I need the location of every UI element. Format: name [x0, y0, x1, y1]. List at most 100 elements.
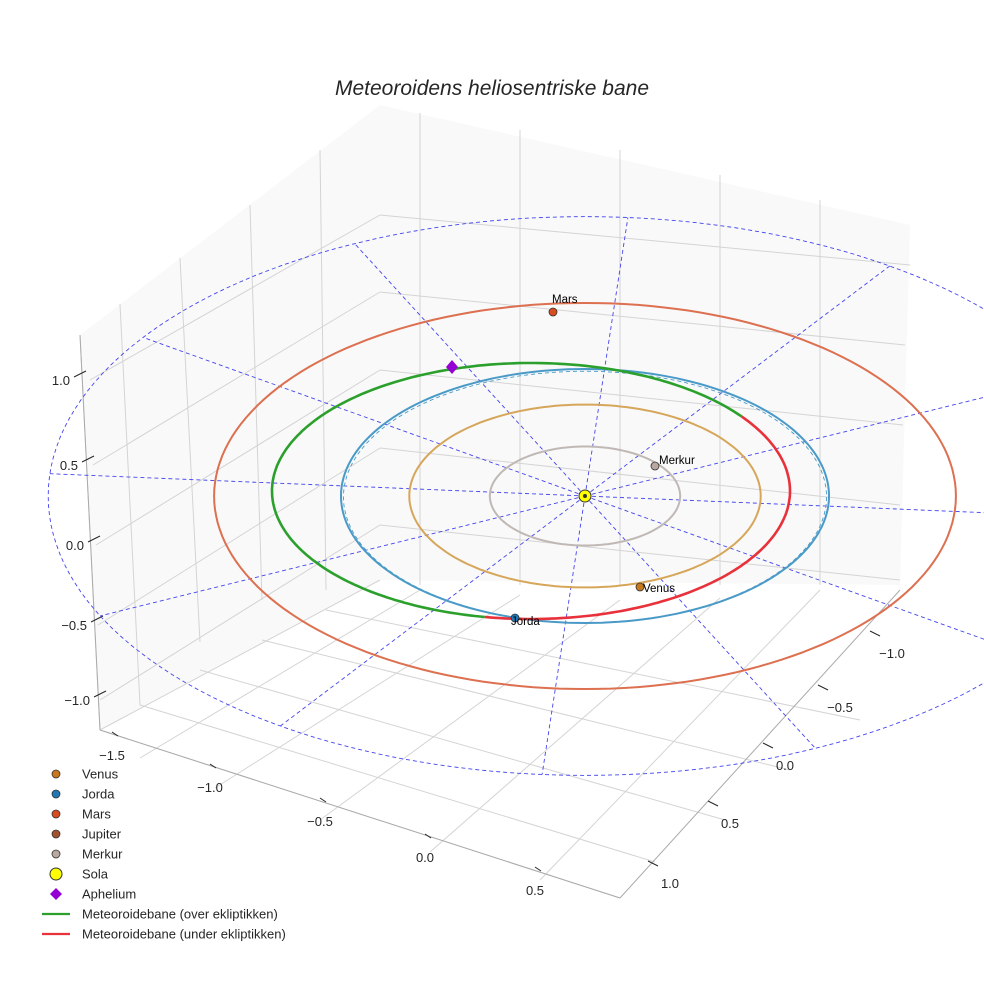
floor-gridline: [325, 609, 861, 721]
aphelion-marker: [446, 360, 458, 374]
back-wall-gridline: [379, 447, 901, 506]
legend-label: Sola: [82, 867, 109, 882]
orbit-mars: [213, 301, 957, 691]
legend-label: Jupiter: [82, 827, 122, 842]
y-tick-mark: [762, 742, 774, 749]
axes-gridlines: [79, 113, 911, 899]
y-tick-mark: [707, 800, 719, 807]
mars-marker: [548, 307, 558, 317]
z-tick-mark: [81, 455, 95, 463]
floor-gridline: [139, 589, 421, 759]
y-tick-label: 0.0: [776, 758, 794, 773]
orbit-venus: [408, 403, 762, 589]
earth-reference-ring: [342, 370, 828, 624]
floor-gridline: [214, 594, 521, 789]
reference-spoke: [584, 265, 890, 497]
y-tick-label: 0.5: [721, 816, 739, 831]
merkur-label: Merkur: [659, 455, 695, 467]
orbit-merkur: [488, 445, 682, 547]
orbit-jorda: [339, 367, 830, 625]
x-tick-mark: [319, 797, 327, 803]
x-tick-mark: [111, 731, 119, 737]
back-wall-gridline: [379, 369, 904, 426]
y-tick-mark: [647, 860, 659, 867]
left-wall-gridline: [97, 447, 381, 626]
mars-label: Mars: [552, 294, 578, 306]
axes-ticks: 1.0 0.5 0.0 −0.5 −1.0 −1.5 −1.0 −0.5 0.0 0.5 −1.0 −…: [52, 370, 905, 898]
left-wall-gridline: [179, 257, 201, 643]
legend-label: Mars: [82, 807, 111, 822]
legend-label: Meteoroidebane (over ekliptikken): [82, 907, 278, 922]
floor-gridline: [429, 597, 721, 853]
back-wall-gridline: [379, 214, 911, 266]
reference-spoke: [49, 473, 586, 497]
meteoroid-orbit-above: [270, 361, 743, 619]
meteoroid-orbit-below: [484, 415, 792, 621]
jorda-marker: [510, 613, 520, 623]
z-tick-label: 0.0: [66, 538, 84, 553]
x-axis-line: [99, 729, 621, 899]
y-tick-label: −1.0: [879, 646, 905, 661]
venus-label: Venus: [643, 583, 675, 595]
left-wall-gridline: [92, 291, 381, 466]
reference-spoke: [584, 495, 984, 514]
reference-spoke: [584, 217, 629, 497]
z-tick-label: 1.0: [52, 373, 70, 388]
legend-dot: [51, 849, 61, 859]
x-tick-mark: [424, 833, 432, 839]
reference-spoke: [354, 243, 586, 497]
venus-marker: [635, 582, 645, 592]
x-tick-mark: [534, 866, 542, 872]
reference-spoke: [541, 495, 586, 775]
y-tick-mark: [869, 630, 881, 637]
reference-circle: [47, 216, 984, 776]
legend-label: Meteoroidebane (under ekliptikken): [82, 927, 286, 942]
back-wall-gridline: [379, 524, 901, 581]
left-wall-gridline: [249, 204, 263, 601]
y-tick-label: −0.5: [827, 700, 853, 715]
reference-spoke: [584, 495, 984, 640]
z-tick-mark: [93, 690, 107, 698]
left-wall-gridline: [319, 149, 327, 591]
reference-spoke: [280, 495, 586, 727]
y-tick-label: 1.0: [661, 876, 679, 891]
floor-gridline: [99, 579, 381, 731]
x-tick-label: −1.5: [99, 748, 125, 763]
meteoroid-orbit: [270, 361, 792, 621]
z-axis-line: [79, 334, 101, 731]
floor-gridline: [261, 639, 791, 771]
left-pane: [80, 105, 380, 730]
reference-spoke: [584, 495, 816, 749]
back-pane: [380, 105, 910, 585]
y-tick-mark: [817, 684, 829, 691]
z-tick-mark: [87, 535, 101, 543]
x-tick-mark: [209, 763, 217, 769]
legend-label: Venus: [82, 767, 119, 782]
bodies: Mars Merkur Venus Jorda: [446, 294, 695, 628]
floor-gridline: [319, 599, 621, 821]
legend-label: Jorda: [82, 787, 115, 802]
legend-label: Aphelium: [82, 887, 136, 902]
legend-dot: [51, 769, 61, 779]
legend-dot: [51, 789, 61, 799]
merkur-marker: [650, 461, 660, 471]
z-tick-label: −0.5: [61, 618, 87, 633]
x-tick-label: 0.0: [416, 850, 434, 865]
z-tick-mark: [73, 370, 87, 378]
z-tick-label: −1.0: [64, 693, 90, 708]
x-tick-label: −1.0: [197, 780, 223, 795]
jorda-label: Jorda: [511, 616, 540, 628]
y-axis-line: [619, 589, 901, 899]
reference-spoke: [142, 336, 586, 497]
left-wall-gridline: [99, 524, 381, 701]
sun-center: [583, 494, 587, 498]
x-tick-label: −0.5: [307, 814, 333, 829]
x-tick-label: 0.5: [526, 883, 544, 898]
reference-spoke: [100, 495, 586, 617]
legend-dot: [51, 829, 61, 839]
z-tick-label: 0.5: [60, 458, 78, 473]
left-wall-gridline: [119, 303, 141, 706]
floor-gridline: [539, 589, 821, 881]
left-wall-gridline: [95, 369, 381, 546]
